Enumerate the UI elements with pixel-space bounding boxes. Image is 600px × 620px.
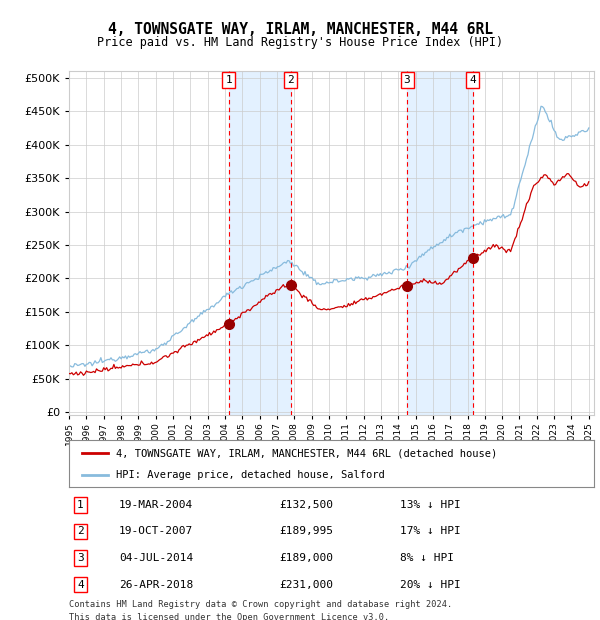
Text: 17% ↓ HPI: 17% ↓ HPI — [400, 526, 461, 536]
Text: 2: 2 — [287, 75, 294, 85]
Text: 4, TOWNSGATE WAY, IRLAM, MANCHESTER, M44 6RL: 4, TOWNSGATE WAY, IRLAM, MANCHESTER, M44… — [107, 22, 493, 37]
Text: £231,000: £231,000 — [279, 580, 333, 590]
Text: 4: 4 — [77, 580, 84, 590]
Text: 3: 3 — [77, 553, 84, 563]
Text: 20% ↓ HPI: 20% ↓ HPI — [400, 580, 461, 590]
Text: 3: 3 — [404, 75, 410, 85]
Text: Contains HM Land Registry data © Crown copyright and database right 2024.: Contains HM Land Registry data © Crown c… — [69, 600, 452, 609]
Text: 19-MAR-2004: 19-MAR-2004 — [119, 500, 193, 510]
Text: £189,995: £189,995 — [279, 526, 333, 536]
Text: 2: 2 — [77, 526, 84, 536]
Text: Price paid vs. HM Land Registry's House Price Index (HPI): Price paid vs. HM Land Registry's House … — [97, 36, 503, 49]
Text: 8% ↓ HPI: 8% ↓ HPI — [400, 553, 454, 563]
Text: £189,000: £189,000 — [279, 553, 333, 563]
Text: 1: 1 — [77, 500, 84, 510]
Text: 19-OCT-2007: 19-OCT-2007 — [119, 526, 193, 536]
Text: 1: 1 — [226, 75, 232, 85]
Text: HPI: Average price, detached house, Salford: HPI: Average price, detached house, Salf… — [116, 470, 385, 480]
Text: 13% ↓ HPI: 13% ↓ HPI — [400, 500, 461, 510]
Bar — [229, 71, 291, 415]
Text: This data is licensed under the Open Government Licence v3.0.: This data is licensed under the Open Gov… — [69, 613, 389, 620]
Text: 04-JUL-2014: 04-JUL-2014 — [119, 553, 193, 563]
Text: 4, TOWNSGATE WAY, IRLAM, MANCHESTER, M44 6RL (detached house): 4, TOWNSGATE WAY, IRLAM, MANCHESTER, M44… — [116, 448, 497, 458]
Text: £132,500: £132,500 — [279, 500, 333, 510]
Bar — [407, 71, 473, 415]
Text: 26-APR-2018: 26-APR-2018 — [119, 580, 193, 590]
Text: 4: 4 — [470, 75, 476, 85]
